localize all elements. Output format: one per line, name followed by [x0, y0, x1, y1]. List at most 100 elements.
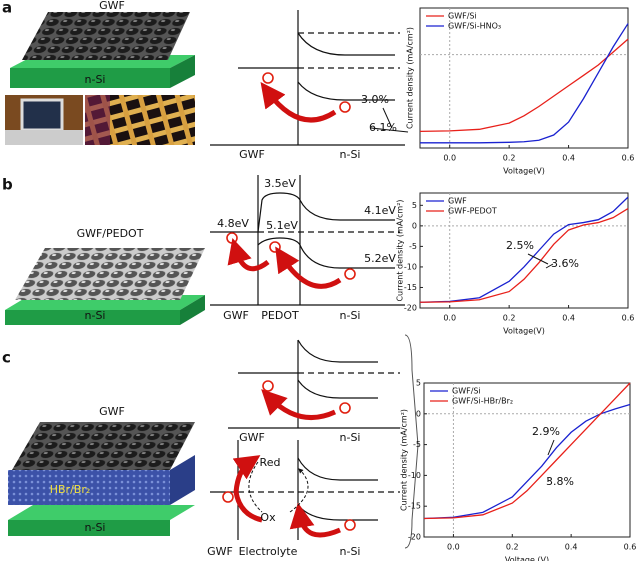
legend-label: GWF-PEDOT — [448, 207, 497, 216]
y-axis-label: Current density (mA/cm²) — [406, 27, 415, 129]
annotation-arrow — [370, 127, 409, 133]
x-tick-label: 0.2 — [503, 314, 516, 323]
y-tick-label: -20 — [404, 304, 417, 313]
energy-label: 3.5eV — [264, 177, 296, 190]
shape — [275, 246, 342, 289]
x-tick-label: 0.6 — [624, 543, 637, 552]
band-label: GWF — [239, 148, 265, 161]
y-tick-label: 5 — [416, 379, 421, 388]
shape — [339, 101, 351, 113]
y-tick-label: 5 — [412, 201, 417, 210]
annotation: 3.6% — [551, 257, 579, 270]
band-label: n-Si — [340, 431, 361, 444]
data-line — [419, 196, 629, 303]
x-tick-label: 0.6 — [622, 154, 635, 163]
x-tick-label: 0.4 — [562, 154, 575, 163]
x-axis-label: Voltage(V) — [503, 167, 545, 176]
panel-label: a — [2, 0, 12, 17]
band-label: GWF — [207, 545, 233, 558]
legend-label: GWF/Si — [452, 387, 481, 396]
plot-frame — [419, 7, 629, 149]
shape — [8, 505, 195, 520]
shape — [339, 402, 351, 414]
y-tick-label: -15 — [408, 502, 421, 511]
shape — [297, 457, 378, 481]
band-label: Electrolyte — [239, 545, 298, 558]
shape — [85, 95, 110, 145]
band-label: PEDOT — [261, 309, 299, 322]
y-tick-label: -10 — [408, 471, 421, 480]
shape — [344, 519, 356, 531]
plot-frame — [419, 192, 629, 309]
x-tick-label: 0.0 — [443, 154, 456, 163]
band-label: GWF — [223, 309, 249, 322]
shape — [232, 455, 263, 523]
shape — [12, 422, 195, 470]
annotation: 3.8% — [546, 475, 574, 488]
annotation: 3.0% — [361, 93, 389, 106]
layer-label: n-Si — [85, 73, 106, 86]
shape — [289, 502, 341, 538]
shape — [297, 379, 378, 399]
shape — [297, 32, 395, 56]
band-diagram-b — [210, 175, 405, 306]
data-line — [419, 38, 629, 133]
redox-label: Red — [260, 456, 281, 469]
illustration-a — [5, 12, 195, 145]
shape — [297, 339, 378, 363]
data-line — [423, 403, 631, 520]
shape — [248, 461, 263, 513]
annotation: 6.1% — [369, 121, 397, 134]
y-tick-label: -10 — [404, 262, 417, 271]
shape — [180, 295, 205, 325]
x-axis-label: Voltage (V) — [505, 556, 549, 561]
shape — [257, 237, 395, 269]
x-tick-label: 0.2 — [506, 543, 519, 552]
shape — [262, 72, 274, 84]
shape — [22, 12, 190, 60]
shape — [170, 55, 195, 88]
x-tick-label: 0.0 — [447, 543, 460, 552]
redox-label: Ox — [260, 511, 276, 524]
shape — [344, 268, 356, 280]
shape — [170, 455, 195, 505]
y-tick-label: -20 — [408, 533, 421, 542]
y-tick-label: 0 — [412, 221, 417, 230]
shape — [257, 192, 395, 233]
shape — [8, 520, 170, 536]
legend-label: GWF — [448, 197, 467, 206]
x-tick-label: 0.4 — [565, 543, 578, 552]
x-tick-label: 0.6 — [622, 314, 635, 323]
shape — [15, 248, 205, 300]
shape — [5, 130, 83, 145]
data-line — [420, 23, 629, 144]
band-diagram-c — [210, 334, 419, 549]
shape — [10, 68, 170, 88]
layer-label: GWF/PEDOT — [77, 227, 144, 240]
y-axis-label: Current density (mA/cm²) — [396, 199, 405, 301]
panel-label: c — [2, 349, 11, 367]
shape — [20, 98, 64, 132]
x-tick-label: 0.2 — [503, 154, 516, 163]
legend-label: GWF/Si — [448, 12, 477, 21]
band-diagram-a — [210, 10, 405, 146]
shape — [261, 389, 337, 421]
legend-label: GWF/Si-HBr/Br₂ — [452, 397, 513, 406]
shape — [297, 81, 395, 101]
shape — [5, 310, 180, 325]
annotation-arrow — [545, 263, 554, 269]
shape — [260, 81, 337, 123]
shape — [8, 470, 170, 505]
shape — [222, 491, 234, 503]
legend-label: GWF/Si-HNO₃ — [448, 22, 501, 31]
shape — [227, 238, 270, 272]
y-tick-label: 0 — [416, 409, 421, 418]
layer-label: HBr/Br₂ — [50, 483, 91, 496]
plot-frame — [423, 382, 631, 538]
data-line — [419, 208, 629, 303]
shape — [289, 468, 309, 513]
band-label: n-Si — [340, 309, 361, 322]
band-label: GWF — [239, 431, 265, 444]
x-tick-label: 0.0 — [443, 314, 456, 323]
